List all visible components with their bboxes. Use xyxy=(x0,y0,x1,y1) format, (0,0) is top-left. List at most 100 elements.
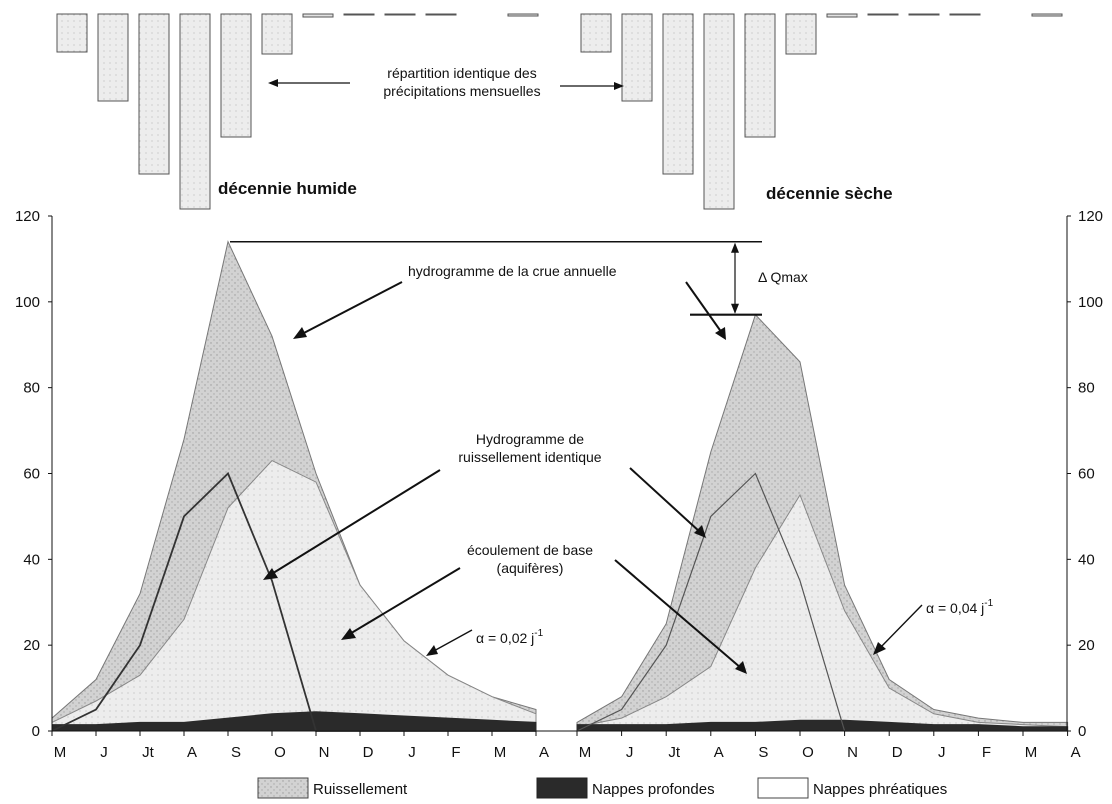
dry-precip-bar-0 xyxy=(580,13,612,53)
dry-x-tick-label: O xyxy=(802,744,814,761)
precip-arrow-right-head xyxy=(614,82,624,90)
dry-x-tick-label: N xyxy=(847,744,858,761)
wet-precip-bar-1 xyxy=(97,13,129,102)
wet-precip-bar-2 xyxy=(138,13,170,175)
wet-decade-title: décennie humide xyxy=(218,179,357,198)
alpha-wet-exp: -1 xyxy=(534,628,543,639)
dry-precip-bar-6 xyxy=(826,13,858,18)
runoff-arrow-dry xyxy=(629,467,701,533)
qmax-arrow-head-down xyxy=(731,303,739,314)
runoff-arrow-wet xyxy=(269,469,441,576)
left-y-tick-label: 20 xyxy=(23,637,40,654)
qmax-arrow-head-up xyxy=(731,242,739,253)
wet-area-nappes-phreatiques xyxy=(51,459,537,732)
wet-x-tick-label: M xyxy=(54,744,67,761)
dry-precip-bar-11 xyxy=(1031,13,1063,17)
wet-precip-bar-6 xyxy=(302,13,334,18)
runoff-arrow-dry-head xyxy=(694,525,706,538)
runoff-hydro-line1: Hydrogramme de xyxy=(476,431,584,447)
dry-precip-bar-4 xyxy=(744,13,776,138)
precip-note-line2: précipitations mensuelles xyxy=(383,83,540,99)
dry-area-nappes-profondes xyxy=(576,719,1069,732)
alpha-dry-exp: -1 xyxy=(984,598,993,609)
wet-x-tick-label: Jt xyxy=(142,744,155,761)
right-y-tick-label: 20 xyxy=(1078,637,1095,654)
legend-label-ruissellement: Ruissellement xyxy=(313,781,408,798)
dry-precip-bar-1 xyxy=(621,13,653,102)
wet-x-tick-label: F xyxy=(451,744,460,761)
dry-precip-bar-9 xyxy=(949,13,981,16)
dry-x-tick-label: A xyxy=(714,744,724,761)
right-y-tick-label: 0 xyxy=(1078,723,1086,740)
base-flow-line1: écoulement de base xyxy=(467,542,593,558)
dry-precip-bar-7 xyxy=(867,13,899,16)
wet-x-tick-label: A xyxy=(539,744,549,761)
right-y-tick-label: 100 xyxy=(1078,294,1103,311)
alpha-wet-label: α = 0,02 j-1 xyxy=(476,628,544,646)
dry-x-tick-label: M xyxy=(1025,744,1038,761)
alpha-dry-label: α = 0,04 j-1 xyxy=(926,598,994,616)
legend-label-nappes-phreatiques: Nappes phréatiques xyxy=(813,781,947,798)
annual-flood-arrow-wet-head xyxy=(293,327,307,339)
left-y-tick-label: 80 xyxy=(23,380,40,397)
base-flow-line2: (aquifères) xyxy=(497,560,564,576)
precip-arrow-left-head xyxy=(268,79,278,87)
delta-qmax-annotation: Δ Qmax xyxy=(230,240,808,316)
dry-precip-bar-2 xyxy=(662,13,694,175)
wet-x-tick-label: S xyxy=(231,744,241,761)
wet-precip-bar-5 xyxy=(261,13,293,55)
wet-x-tick-label: D xyxy=(363,744,374,761)
legend-label-nappes-profondes: Nappes profondes xyxy=(592,781,715,798)
left-y-tick-label: 100 xyxy=(15,294,40,311)
wet-precip-bar-3 xyxy=(179,13,211,210)
dry-x-tick-label: A xyxy=(1071,744,1081,761)
runoff-hydro-line2: ruissellement identique xyxy=(458,449,601,465)
dry-x-tick-label: F xyxy=(982,744,991,761)
wet-x-tick-label: M xyxy=(494,744,507,761)
wet-x-tick-label: A xyxy=(187,744,197,761)
wet-x-tick-label: J xyxy=(408,744,416,761)
dry-x-tick-label: J xyxy=(626,744,634,761)
legend: Ruissellement Nappes profondes Nappes ph… xyxy=(257,777,947,799)
chart-axes: 0 0 20 20 40 40 60 60 80 80 100 100 120 120 M J Jt A S O N D J… xyxy=(15,208,1103,761)
precipitation-bars xyxy=(56,13,1063,210)
dry-area-ruissellement xyxy=(576,313,1069,732)
right-y-tick-label: 60 xyxy=(1078,466,1095,483)
dry-decade-title: décennie sèche xyxy=(766,184,893,203)
wet-precip-bar-9 xyxy=(425,13,457,16)
left-y-tick-label: 60 xyxy=(23,466,40,483)
dry-precip-bar-5 xyxy=(785,13,817,55)
dry-precip-bar-8 xyxy=(908,13,940,16)
dry-x-tick-label: Jt xyxy=(668,744,681,761)
wet-x-tick-label: N xyxy=(319,744,330,761)
left-y-tick-label: 40 xyxy=(23,551,40,568)
dry-x-tick-label: D xyxy=(892,744,903,761)
annual-flood-arrow-wet xyxy=(299,281,403,336)
alpha-dry-arrow xyxy=(877,604,923,651)
wet-x-tick-label: J xyxy=(100,744,108,761)
alpha-wet-text: α = 0,02 j xyxy=(476,630,534,646)
wet-precip-bar-7 xyxy=(343,13,375,16)
right-y-tick-label: 120 xyxy=(1078,208,1103,225)
base-flow-arrow-wet-head xyxy=(341,628,356,640)
wet-area-nappes-profondes xyxy=(51,711,537,732)
alpha-wet-arrow-head xyxy=(426,645,438,656)
dry-precip-bar-3 xyxy=(703,13,735,210)
alpha-dry-arrow-head xyxy=(873,642,886,655)
dry-x-tick-label: M xyxy=(579,744,592,761)
alpha-dry-text: α = 0,04 j xyxy=(926,600,984,616)
dry-x-tick-label: J xyxy=(938,744,946,761)
wet-precip-bar-0 xyxy=(56,13,88,53)
base-flow-arrow-dry-head xyxy=(735,661,747,674)
precip-note-line1: répartition identique des xyxy=(387,65,536,81)
delta-qmax-label: Δ Qmax xyxy=(758,269,808,285)
wet-x-tick-label: O xyxy=(274,744,286,761)
annual-flood-arrow-dry xyxy=(685,281,723,334)
runoff-arrow-wet-head xyxy=(263,568,278,580)
wet-precip-bar-8 xyxy=(384,13,416,16)
left-y-tick-label: 0 xyxy=(32,723,40,740)
right-y-tick-label: 80 xyxy=(1078,380,1095,397)
annual-flood-label: hydrogramme de la crue annuelle xyxy=(408,263,617,279)
